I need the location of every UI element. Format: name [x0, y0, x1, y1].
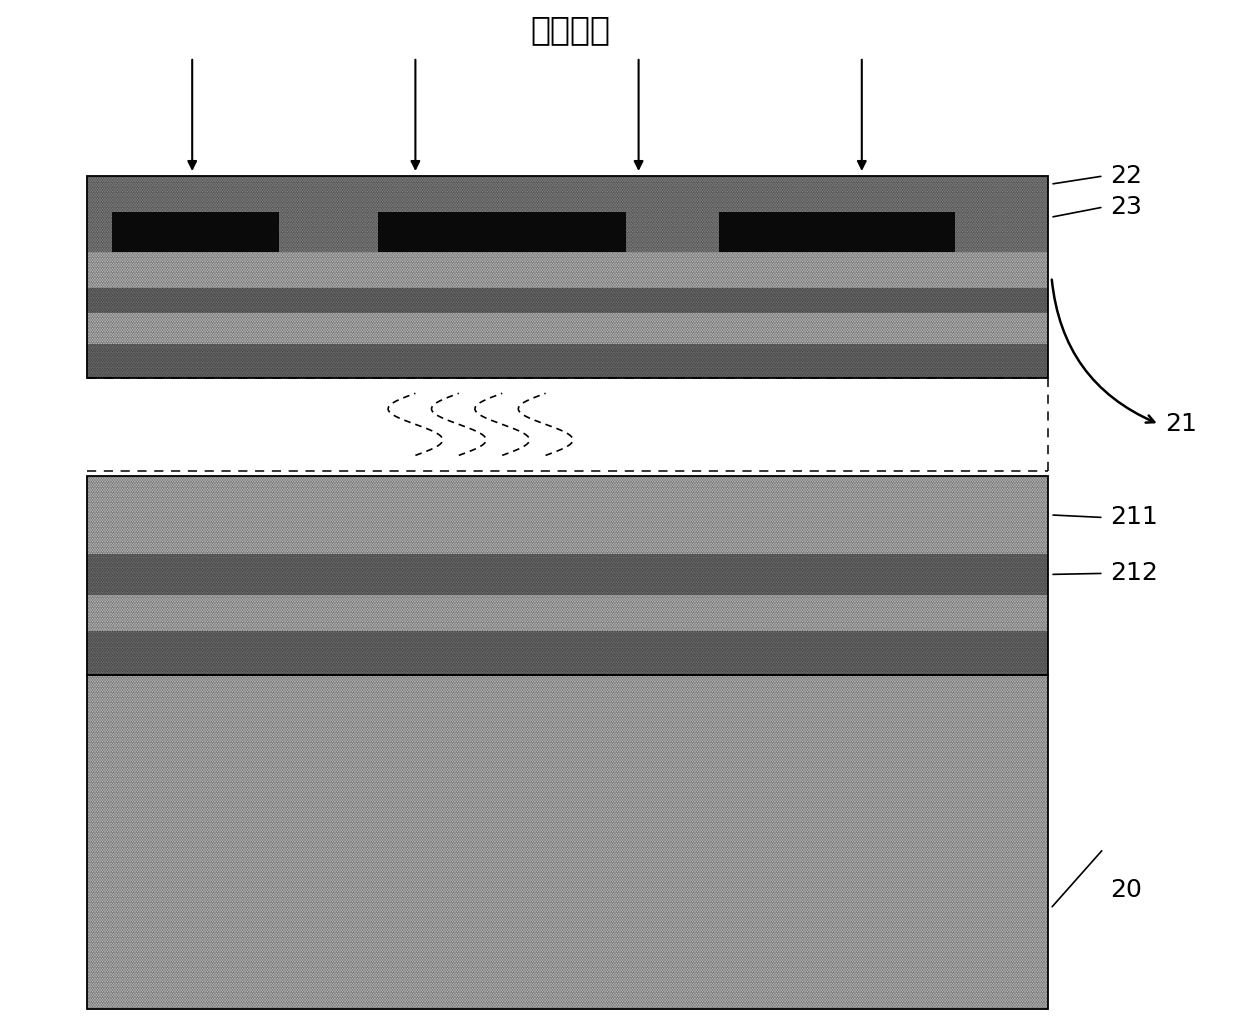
Bar [87, 313, 1048, 344]
Bar [87, 176, 1048, 212]
Bar [87, 344, 1048, 378]
Bar [87, 476, 1048, 554]
Bar [87, 631, 1048, 675]
Text: 23: 23 [1110, 195, 1142, 219]
Bar [112, 212, 279, 252]
Bar [87, 344, 1048, 378]
Bar [87, 313, 1048, 344]
Bar [87, 176, 1048, 378]
Text: 入射光子: 入射光子 [531, 13, 610, 47]
Bar [87, 252, 1048, 288]
Bar [87, 212, 1048, 252]
Bar [87, 595, 1048, 631]
Bar [87, 476, 1048, 675]
Text: 20: 20 [1110, 878, 1142, 903]
Bar [87, 554, 1048, 595]
Bar [87, 675, 1048, 1009]
Text: 212: 212 [1110, 561, 1158, 586]
Bar [87, 675, 1048, 1009]
Text: 211: 211 [1110, 505, 1158, 530]
Bar [87, 288, 1048, 313]
Bar [87, 554, 1048, 595]
Bar [87, 252, 1048, 288]
Bar [378, 212, 626, 252]
Bar [87, 378, 1048, 471]
Bar [719, 212, 955, 252]
Bar [87, 176, 1048, 212]
Bar [87, 675, 1048, 1009]
Bar [87, 212, 1048, 252]
Text: 21: 21 [1166, 412, 1198, 437]
Bar [87, 288, 1048, 313]
Bar [87, 595, 1048, 631]
Text: 22: 22 [1110, 164, 1142, 188]
Bar [87, 631, 1048, 675]
Bar [87, 476, 1048, 554]
